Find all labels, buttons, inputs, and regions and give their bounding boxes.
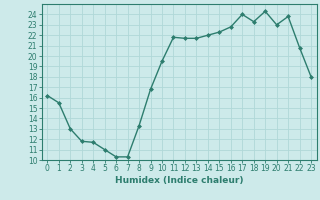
X-axis label: Humidex (Indice chaleur): Humidex (Indice chaleur) <box>115 176 244 185</box>
